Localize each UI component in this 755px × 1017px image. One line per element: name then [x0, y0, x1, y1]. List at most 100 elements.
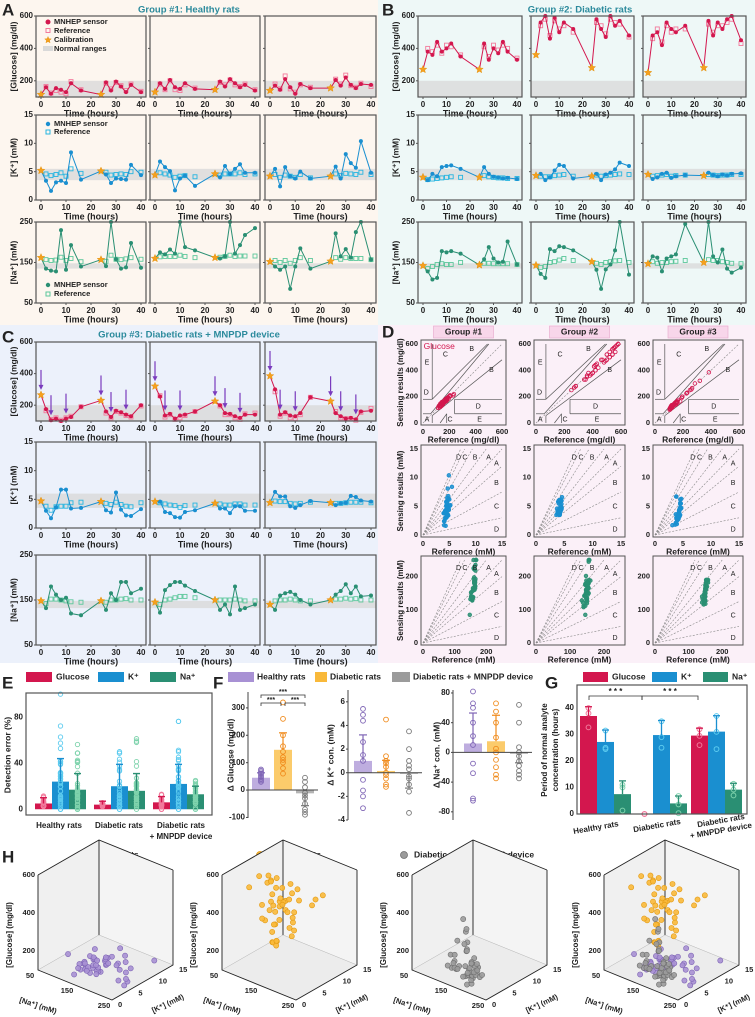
sensor-point	[515, 262, 519, 267]
data-point	[516, 775, 522, 782]
device-arrowhead-icon	[328, 391, 334, 397]
calibration-star-icon	[210, 498, 220, 508]
reference-point	[491, 261, 496, 267]
reference-point	[162, 501, 168, 507]
x-tick-label: 0	[646, 306, 651, 315]
sensor-point	[253, 412, 257, 417]
sensor-point	[283, 410, 288, 415]
sensor-point	[298, 82, 303, 87]
x-tick-label: 40	[137, 100, 146, 109]
reference-point	[68, 599, 74, 605]
zone-ray	[535, 465, 622, 536]
x-tick-label: 20	[87, 306, 96, 315]
sensor-point	[183, 173, 187, 178]
data-point	[685, 390, 690, 395]
data-point	[83, 967, 90, 974]
reference-point	[277, 260, 283, 265]
data-point	[687, 982, 694, 989]
z-tick-label: 200	[588, 946, 601, 955]
sensor-point	[54, 86, 58, 91]
sensor-point	[673, 252, 678, 257]
sensor-point	[109, 415, 113, 420]
sensor-point	[69, 243, 73, 248]
sensor-point	[458, 251, 463, 256]
sensor-point	[193, 248, 197, 253]
data-point	[447, 393, 452, 399]
x-tick-label: 15	[617, 539, 625, 548]
y-tick-label: 0	[29, 523, 34, 532]
plot-frame	[420, 339, 507, 426]
zone-label: E	[657, 359, 662, 366]
data-point	[598, 357, 604, 362]
y-tick-label: 10	[24, 466, 33, 475]
normal-range-band	[36, 263, 146, 269]
x-tick-label: 0	[39, 648, 44, 657]
data-point	[360, 717, 366, 724]
sensor-point	[599, 286, 604, 291]
x-tick-label: 0	[39, 306, 44, 315]
data-point	[444, 500, 449, 505]
sensor-point	[627, 272, 631, 277]
device-arrowhead-icon	[267, 365, 273, 371]
panel-b-background	[378, 0, 755, 325]
x-tick-label: 200	[558, 427, 571, 436]
reference-point	[552, 259, 558, 265]
calibration-star-icon	[150, 597, 160, 606]
sensor-point	[449, 249, 454, 254]
reference-point	[78, 499, 84, 505]
panel-letter: D	[382, 322, 394, 341]
data-point	[658, 917, 665, 923]
sensor-point	[243, 508, 247, 513]
x-tick-label: 0	[534, 203, 539, 212]
data-point	[607, 354, 612, 360]
x-tick-label: 10	[62, 306, 71, 315]
diagonal-line	[535, 343, 622, 424]
plot-frame	[420, 555, 507, 646]
zone-label: C	[697, 454, 702, 461]
reference-point	[444, 262, 449, 267]
sensor-point	[273, 83, 278, 88]
normal-range-band	[36, 493, 146, 508]
y-tick-label: 400	[637, 365, 650, 374]
data-point	[694, 896, 701, 903]
data-point	[594, 361, 600, 366]
calibration-star-icon	[699, 258, 709, 267]
sensor-point	[308, 395, 313, 400]
data-point	[687, 387, 693, 393]
data-point	[470, 770, 476, 777]
y-tick-label: 5	[29, 167, 34, 176]
x-tick-label: 10	[62, 203, 71, 212]
sensor-point	[500, 259, 505, 264]
data-point	[689, 976, 695, 982]
data-point	[175, 787, 182, 793]
calibration-star-icon	[587, 63, 597, 72]
k-axis-label: [K⁺] (mM)	[524, 992, 559, 1015]
na-tick-label: 150	[245, 986, 258, 995]
reference-point	[348, 499, 354, 505]
bar	[614, 794, 631, 814]
sensor-line	[269, 220, 372, 289]
data-point	[57, 723, 64, 729]
normal-range-band	[150, 600, 260, 609]
x-tick-label: 0	[653, 427, 657, 436]
data-point	[279, 901, 286, 908]
x-tick-label: 10	[62, 100, 71, 109]
x-tick-label: 20	[690, 306, 699, 315]
reference-point	[58, 170, 64, 176]
zone-label: C	[462, 454, 467, 461]
legend-label: MNHEP sensor	[54, 280, 108, 289]
data-point	[74, 806, 81, 812]
data-point	[291, 927, 297, 934]
reference-point	[682, 258, 688, 263]
category-label: Healthy rats	[573, 819, 620, 836]
sensor-point	[233, 81, 237, 86]
data-point	[669, 881, 676, 887]
k-tick-label: 10	[533, 977, 541, 986]
reference-point	[172, 174, 178, 180]
legend-label: Glucose	[56, 671, 90, 681]
x-tick-label: 20	[201, 100, 210, 109]
sensor-point	[308, 499, 313, 504]
data-point	[57, 800, 64, 807]
